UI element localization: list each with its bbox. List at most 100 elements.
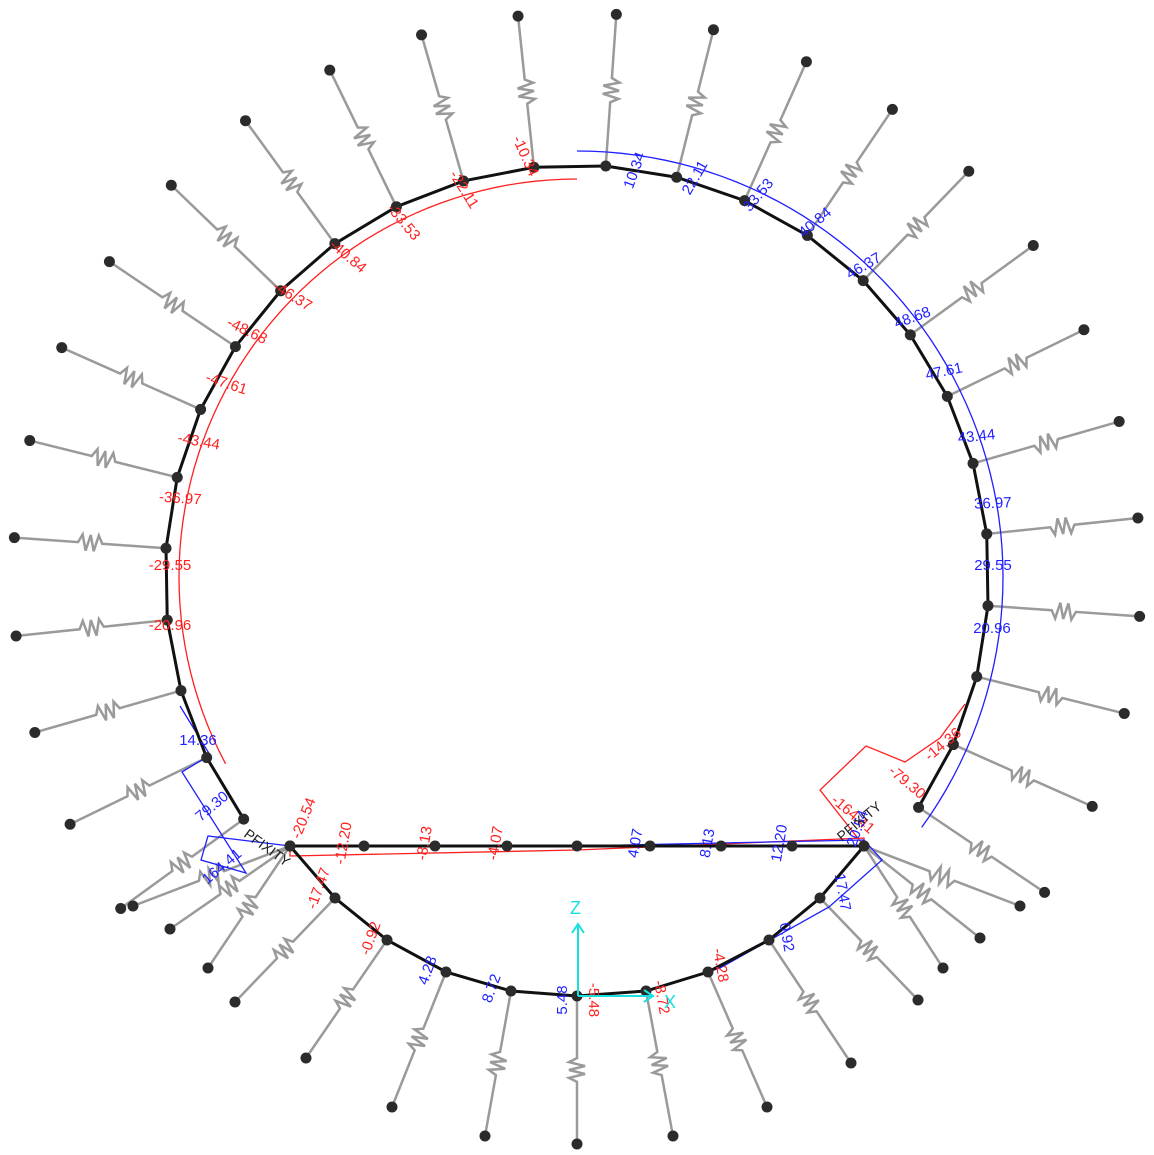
spring-anchor-node — [974, 932, 986, 944]
negative-diagram-outline — [819, 703, 966, 847]
negative-diagram-outline — [178, 178, 578, 765]
spring-anchor-node — [24, 435, 36, 447]
spring-support — [644, 990, 675, 1137]
lining-node — [971, 671, 983, 683]
z-axis-arrow — [571, 922, 585, 934]
spring-support — [304, 939, 389, 1059]
spring-support — [862, 170, 970, 282]
spring-support — [819, 897, 919, 1001]
lining-node — [941, 390, 953, 402]
spring-anchor-node — [1086, 800, 1098, 812]
spring-anchor-node — [963, 165, 975, 177]
lining-node — [229, 341, 241, 353]
strut-node — [644, 840, 656, 852]
moment-value-label: -22.11 — [446, 168, 482, 212]
strut-value-label: -4.07 — [484, 825, 507, 862]
spring-anchor-node — [64, 818, 76, 830]
spring-anchor-node — [707, 24, 719, 36]
moment-value-label: 47.61 — [924, 359, 964, 383]
moment-value-label: -29.55 — [149, 557, 192, 574]
lining-node — [600, 160, 612, 172]
spring-support — [743, 61, 808, 202]
spring-support — [34, 689, 182, 734]
lining-node — [381, 934, 393, 946]
moment-value-label: -79.30 — [885, 762, 929, 802]
strut-node — [858, 840, 870, 852]
moment-value-label: 43.44 — [957, 426, 996, 447]
spring-anchor-node — [165, 179, 177, 191]
spring-anchor-node — [56, 342, 68, 354]
spring-anchor-node — [1014, 900, 1026, 912]
moment-value-label: 48.68 — [892, 303, 933, 332]
spring-anchor-node — [1113, 416, 1125, 428]
lining-node — [967, 457, 979, 469]
spring-support — [420, 34, 465, 182]
invert-value-label: -5.48 — [585, 983, 602, 1017]
spring-support — [917, 806, 1046, 894]
strut-node — [715, 840, 727, 852]
spring-support — [946, 328, 1085, 398]
spring-anchor-node — [115, 903, 127, 915]
lining-node — [981, 528, 993, 540]
invert-value-label: -8.72 — [650, 979, 673, 1016]
value-labels: 10.34 22.11 33.5340.8446.3748.6847.6143.44… — [149, 133, 1012, 1017]
spring-anchor-node — [912, 994, 924, 1006]
invert-value-label: 5.48 — [554, 985, 571, 1014]
spring-support — [29, 439, 178, 479]
invert-value-label: -20.54 — [288, 795, 320, 841]
lining-node — [171, 471, 183, 483]
spring-support — [952, 743, 1093, 808]
lining-node — [763, 934, 775, 946]
invert-value-label: -4.28 — [709, 947, 732, 984]
strut-node — [429, 840, 441, 852]
spring-anchor-node — [386, 1101, 398, 1113]
moment-value-label: 40.84 — [795, 204, 835, 241]
spring-support — [244, 119, 336, 245]
moment-value-label: -43.44 — [176, 430, 221, 454]
spring-anchor-node — [761, 1101, 773, 1113]
spring-anchor-node — [324, 64, 336, 76]
spring-support — [565, 996, 586, 1144]
spring-support — [206, 845, 292, 969]
moment-value-label: -33.53 — [383, 200, 423, 244]
spring-support — [986, 516, 1139, 539]
lining-node — [671, 171, 683, 183]
moment-value-label: 22.11 — [679, 158, 712, 198]
spring-anchor-node — [239, 115, 251, 127]
lining-structure — [160, 160, 994, 1002]
spring-support — [108, 260, 237, 348]
spring-anchor-node — [800, 56, 812, 68]
moment-value-label: -20.96 — [149, 617, 192, 634]
spring-support — [862, 845, 945, 969]
spring-support — [328, 69, 398, 208]
lining-node — [702, 966, 714, 978]
lining-node — [739, 195, 751, 207]
spring-support — [767, 939, 853, 1064]
spring-anchor-node — [1039, 886, 1051, 898]
lining-node — [982, 600, 994, 612]
spring-support — [863, 845, 981, 939]
spring-anchor-node — [845, 1057, 857, 1069]
spring-support — [69, 756, 208, 826]
strut-node — [501, 840, 513, 852]
spring-support — [987, 602, 1140, 624]
strut-value-label: 4.07 — [625, 827, 647, 859]
axis-triad: Z X — [570, 898, 676, 1012]
spring-anchor-node — [229, 996, 241, 1008]
lining-node — [201, 752, 213, 764]
lining-node — [505, 985, 517, 997]
x-axis-label: X — [664, 992, 676, 1012]
lining-node — [329, 892, 341, 904]
moment-value-label: 36.97 — [974, 494, 1012, 512]
strut-value-label: 12.20 — [768, 823, 791, 863]
lining-node — [175, 685, 187, 697]
spring-anchor-node — [512, 10, 524, 22]
spring-support — [976, 675, 1125, 715]
lining-node — [814, 892, 826, 904]
spring-anchor-node — [164, 923, 176, 935]
spring-support — [169, 844, 291, 931]
lining-node — [160, 542, 172, 554]
lining-node — [904, 329, 916, 341]
lining-node — [390, 201, 402, 213]
moment-value-label: -36.97 — [158, 489, 202, 509]
